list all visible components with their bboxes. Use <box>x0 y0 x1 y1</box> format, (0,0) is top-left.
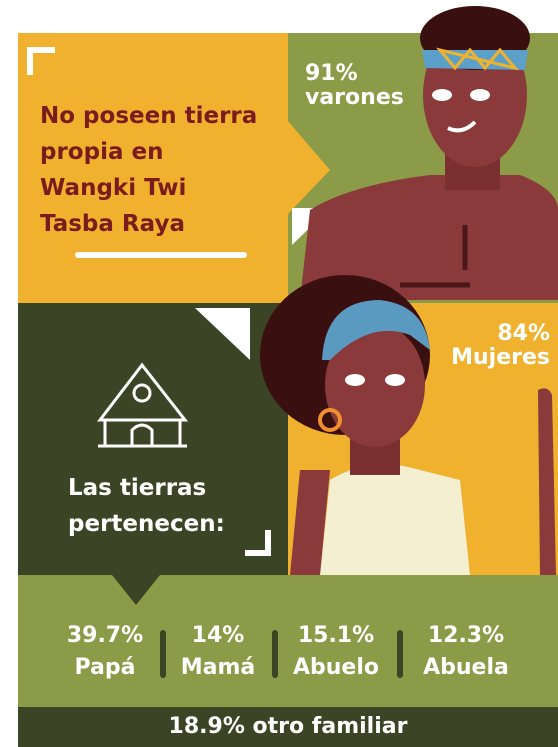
arrow <box>112 575 160 605</box>
men-label: varones <box>305 85 404 110</box>
man-torso <box>300 175 558 300</box>
title-line: Wangki Twi <box>40 175 187 201</box>
footer: 18.9% otro familiar <box>168 714 408 739</box>
owner-stat: 12.3% Abuela <box>401 620 531 684</box>
woman-earring <box>318 408 342 432</box>
corner <box>27 47 55 75</box>
title: No poseen tierra propia en Wangki Twi Ta… <box>40 98 257 242</box>
owner-percent: 14% <box>191 623 245 648</box>
woman-headwrap <box>322 300 430 360</box>
separator <box>160 630 166 678</box>
woman-head <box>325 323 425 447</box>
owners-heading: Las tierras pertenecen: <box>68 470 225 542</box>
owner-percent: 39.7% <box>66 623 144 648</box>
owner-percent: 15.1% <box>297 623 375 648</box>
underline <box>75 252 247 258</box>
woman-top <box>320 464 470 575</box>
man-eye <box>432 89 452 101</box>
title-line: propia en <box>40 139 164 165</box>
arrow <box>195 308 250 360</box>
owner-stat: 14% Mamá <box>153 620 283 684</box>
owner-stat: 15.1% Abuelo <box>271 620 401 684</box>
woman-eye <box>385 374 405 386</box>
owner-label: Abuelo <box>292 655 379 680</box>
woman-eye <box>345 374 365 386</box>
woman-arm <box>290 470 330 575</box>
women-stat: 84% Mujeres <box>451 322 550 370</box>
owner-label: Papá <box>74 655 136 680</box>
women-percent: 84% <box>497 321 550 346</box>
title-line: No poseen tierra <box>40 103 258 129</box>
owner-label: Mamá <box>180 655 256 680</box>
footer-panel <box>18 707 558 747</box>
arrow <box>250 400 288 480</box>
owner-stat: 39.7% Papá <box>40 620 170 684</box>
man-smile <box>447 120 477 133</box>
title-line: Tasba Raya <box>40 211 185 237</box>
man-eye <box>470 89 490 101</box>
men-percent: 91% <box>305 61 358 86</box>
heading-line: pertenecen: <box>68 511 225 537</box>
heading-line: Las tierras <box>68 475 207 501</box>
separator <box>397 630 403 678</box>
corner <box>245 530 271 556</box>
men-stat: 91% varones <box>305 62 404 110</box>
house-icon <box>96 362 189 448</box>
owner-percent: 12.3% <box>427 623 505 648</box>
woman-hand <box>538 388 556 575</box>
man-headband-pattern <box>435 47 520 71</box>
owners-panel <box>18 575 558 707</box>
arrow <box>287 120 330 215</box>
separator <box>272 630 278 678</box>
owner-label: Abuela <box>423 655 509 680</box>
women-label: Mujeres <box>451 345 550 370</box>
